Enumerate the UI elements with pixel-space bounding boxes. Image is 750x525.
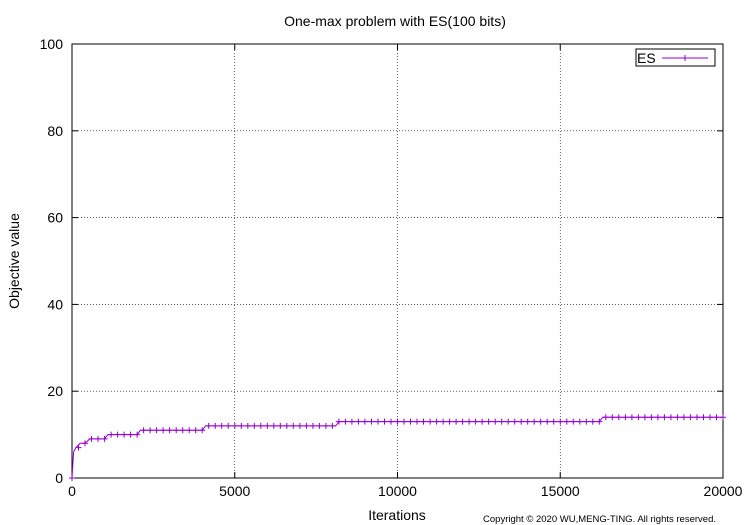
x-tick-label: 10000 [378, 483, 417, 499]
y-tick-label: 40 [47, 296, 63, 312]
series-line [71, 416, 723, 479]
y-axis-label: Objective value [6, 213, 22, 309]
x-tick-label: 5000 [219, 483, 250, 499]
legend-marker [682, 55, 688, 61]
y-tick-label: 60 [47, 210, 63, 226]
x-axis-label: Iterations [368, 507, 426, 523]
grid [72, 44, 723, 478]
series-markers [69, 414, 726, 481]
chart-title: One-max problem with ES(100 bits) [284, 13, 506, 29]
legend: ES [635, 48, 716, 67]
legend-label: ES [637, 50, 656, 66]
series-layer [69, 414, 726, 481]
y-tick-label: 0 [55, 470, 63, 486]
x-tick-label: 0 [68, 483, 76, 499]
axis-ticks: 0 5000 10000 15000 20000 0 20 40 60 80 100 [40, 36, 743, 499]
x-tick-label: 20000 [704, 483, 743, 499]
x-tick-label: 15000 [541, 483, 580, 499]
y-tick-label: 100 [40, 36, 64, 52]
y-tick-label: 80 [47, 123, 63, 139]
y-tick-label: 20 [47, 383, 63, 399]
copyright-text: Copyright © 2020 WU,MENG-TING. All right… [483, 514, 716, 525]
